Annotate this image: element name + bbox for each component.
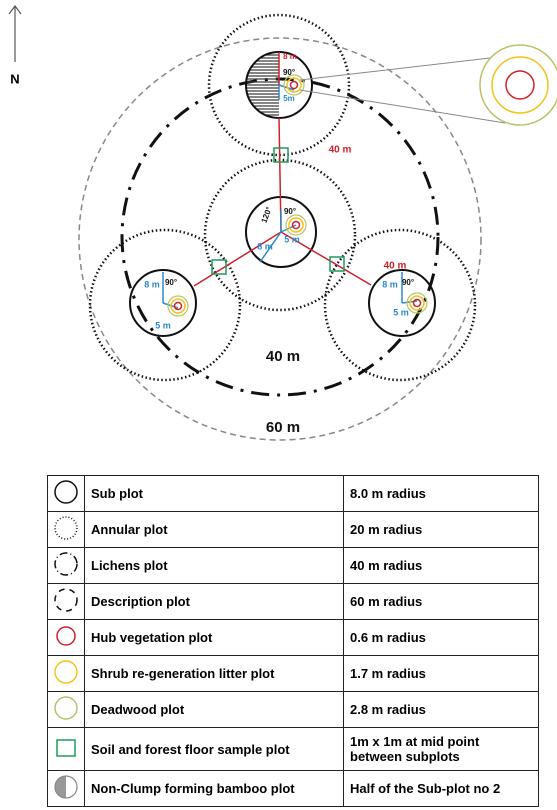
icon [54, 660, 78, 684]
legend-icon [47, 619, 85, 656]
compass: N [8, 5, 22, 86]
diagram-label: 120° [260, 206, 274, 225]
legend-row: Sub plot 8.0 m radius [47, 475, 539, 512]
plot-size: 60 m radius [343, 583, 539, 620]
description-plot [78, 37, 482, 441]
legend-icon [47, 727, 85, 771]
diagram-label: 90° [284, 207, 296, 216]
legend-row: Lichens plot 40 m radius [47, 547, 539, 584]
plot-name: Non-Clump forming bamboo plot [84, 770, 344, 807]
icon [56, 626, 76, 646]
zoom-detail [479, 44, 557, 126]
diagram-label: 5 m [284, 234, 300, 244]
icon [54, 480, 78, 504]
nested-plots [167, 74, 428, 317]
diagram-label: 5 m [393, 307, 409, 317]
icon [54, 588, 78, 612]
shrub [409, 295, 425, 311]
shrub [170, 298, 186, 314]
legend-row: Description plot 60 m radius [47, 583, 539, 620]
plot-name: Description plot [84, 583, 344, 620]
diagram-label: 40 m [266, 348, 300, 365]
diagram-label: 40 m [384, 261, 407, 272]
diagram-label: 8 m [283, 52, 297, 61]
zoom-lines [299, 57, 506, 124]
legend-icon [47, 547, 85, 584]
hub [291, 220, 301, 230]
diagram-label: 8 m [382, 279, 398, 289]
icon [54, 696, 78, 720]
legend-icon [47, 691, 85, 728]
diagram-label: 8 m [144, 279, 160, 289]
legend-icon [47, 475, 85, 512]
deadwood [285, 214, 307, 236]
legend-row: Deadwood plot 2.8 m radius [47, 691, 539, 728]
plot-name: Annular plot [84, 511, 344, 548]
legend-icon [47, 511, 85, 548]
hub [289, 80, 299, 90]
diagram: N 8 m 90° 5m 40 m 120° 90° 8 m 5 m 8 m 90° 5 m 40 m… [8, 5, 557, 441]
diagram-label: 90° [283, 68, 295, 77]
blue-lines [162, 84, 418, 309]
legend-row: Shrub re-generation litter plot 1.7 m rad… [47, 655, 539, 692]
plot-name: Lichens plot [84, 547, 344, 584]
deadwood [167, 295, 189, 317]
diagram-label: 60 m [266, 419, 300, 436]
diagram-label: 90° [402, 278, 414, 287]
diagram-label: 8 m [257, 241, 273, 251]
legend-row: Non-Clump forming bamboo plot Half of the… [47, 770, 539, 807]
icon [54, 775, 78, 799]
legend-row: Annular plot 20 m radius [47, 511, 539, 548]
plot-size: 8.0 m radius [343, 475, 539, 512]
deadwood [406, 292, 428, 314]
shrub [286, 77, 302, 93]
plot-size: 2.8 m radius [343, 691, 539, 728]
plot-size: 1.7 m radius [343, 655, 539, 692]
plot-name: Shrub re-generation litter plot [84, 655, 344, 692]
plot-name: Soil and forest floor sample plot [84, 727, 344, 771]
legend-icon [47, 770, 85, 807]
legend-icon [47, 655, 85, 692]
north-label: N [10, 71, 19, 86]
lichens-plot [120, 77, 440, 397]
diagram-label: 40 m [329, 145, 352, 156]
plot-name: Hub vegetation plot [84, 619, 344, 656]
icon [54, 516, 78, 540]
legend-table: Sub plot 8.0 m radius Annular plot 20 m rad… [47, 475, 539, 807]
diagram-label: 90° [165, 278, 177, 287]
red-lines [193, 52, 372, 287]
plot-size: 20 m radius [343, 511, 539, 548]
soil-squares [211, 147, 345, 275]
labels: 8 m 90° 5m 40 m 120° 90° 8 m 5 m 8 m 90° 5 m 40 m 8 … [144, 52, 414, 436]
plot-size: 1m x 1m at mid point between subplots [343, 727, 539, 771]
plot-size: 40 m radius [343, 547, 539, 584]
icon [54, 552, 78, 576]
diagram-label: 5m [283, 94, 295, 103]
diagram-label: 5 m [155, 320, 171, 330]
hub [173, 301, 183, 311]
hub [412, 298, 422, 308]
legend-row: Soil and forest floor sample plot 1m x 1m… [47, 727, 539, 771]
deadwood [283, 74, 305, 96]
plot-name: Deadwood plot [84, 691, 344, 728]
shrub [288, 217, 304, 233]
plot-size: 0.6 m radius [343, 619, 539, 656]
plot-size: Half of the Sub-plot no 2 [343, 770, 539, 807]
legend-icon [47, 583, 85, 620]
legend-row: Hub vegetation plot 0.6 m radius [47, 619, 539, 656]
icon [56, 738, 76, 757]
plot-name: Sub plot [84, 475, 344, 512]
